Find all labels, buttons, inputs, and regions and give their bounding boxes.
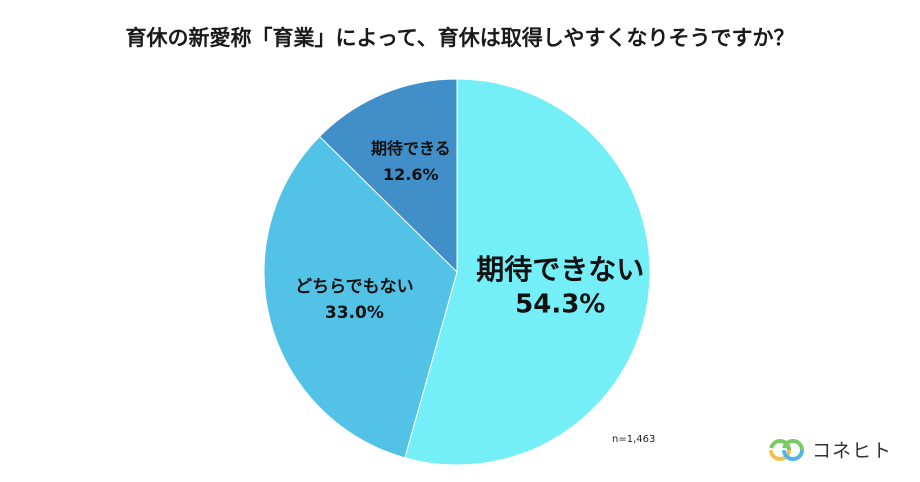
- slice-value: 54.3%: [515, 289, 605, 319]
- pie-slice: [404, 78, 651, 466]
- slice-label: どちらでもない: [295, 277, 414, 297]
- slice-label: 期待できる: [371, 139, 451, 158]
- pie-slice: [318, 78, 458, 274]
- chart-title: 育休の新愛称「育業」によって、育休は取得しやすくなりそうですか？: [125, 26, 795, 50]
- pie-slice: [263, 135, 458, 459]
- sample-size-note: n=1,463: [612, 434, 656, 445]
- slice-label: 期待できない: [476, 253, 644, 286]
- slice-value: 33.0%: [325, 303, 384, 323]
- brand-logo: コネヒト: [768, 436, 892, 463]
- slice-value: 12.6%: [383, 165, 439, 184]
- brand-rings-icon: [769, 438, 804, 461]
- brand-name: コネヒト: [812, 440, 893, 462]
